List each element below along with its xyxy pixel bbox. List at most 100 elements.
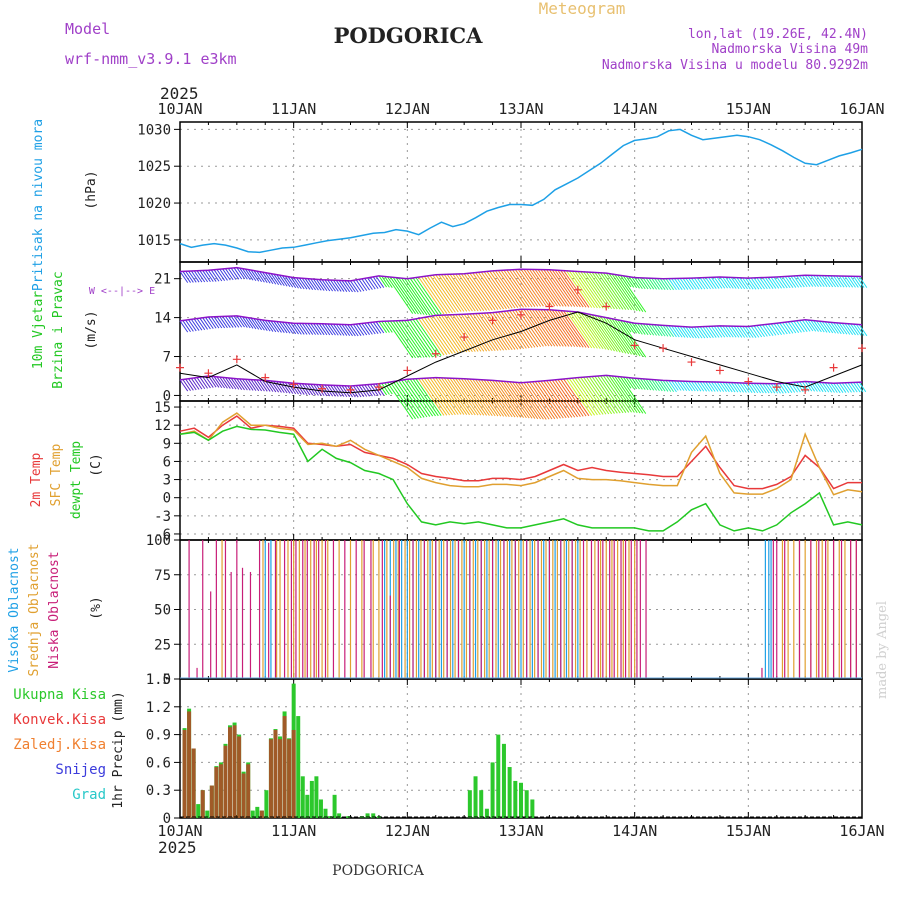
wind-barb (631, 322, 640, 335)
wind-gust-point (602, 302, 611, 311)
wind-barb (824, 321, 834, 334)
wind-barb (500, 270, 527, 308)
wind-barb (776, 322, 785, 335)
wind-barb (847, 323, 856, 336)
wind-barb (495, 270, 522, 308)
wind-barb (756, 383, 764, 394)
wind-barb (392, 320, 419, 359)
wind-barb (719, 381, 727, 392)
wind-barb (634, 377, 643, 390)
wind-barb (384, 320, 393, 333)
wind-barb (543, 269, 570, 307)
wind-barb (452, 273, 479, 312)
wind-barb (387, 276, 414, 314)
wind-barb (637, 323, 646, 335)
precip-bar (524, 790, 529, 818)
wind-barb (801, 275, 811, 287)
pressure-line (179, 128, 863, 254)
wind-barb (202, 270, 211, 283)
wind-barb (782, 276, 791, 289)
elevation-label: Nadmorska Visina 49m (711, 42, 868, 57)
pressure-ytick-label-1: 1020 (137, 196, 171, 212)
wind-barb (225, 268, 234, 281)
wind-barb (676, 278, 686, 290)
wind-barb (486, 312, 513, 351)
wind-barb (381, 383, 390, 395)
wind-gust-point (261, 373, 270, 382)
wind-barb (654, 324, 663, 337)
wind-barb (387, 382, 414, 420)
wind-barb (446, 274, 473, 312)
wind-barb (705, 277, 714, 290)
bottom-day-labels: 10JAN 11JAN 12JAN 13JAN 14JAN 15JAN 16JA… (157, 822, 884, 840)
wind-barb (475, 313, 502, 351)
wind-barb (696, 381, 705, 392)
wind-barb (702, 381, 710, 392)
wind-barb (452, 314, 479, 352)
wind-barb (250, 379, 260, 392)
wind-barb (790, 275, 800, 288)
wind-barb (279, 381, 288, 394)
wind-barb (350, 280, 359, 293)
wind-barb (497, 380, 524, 418)
precip-bar (507, 767, 512, 818)
wind-barb (406, 379, 434, 417)
precip-bar (287, 739, 292, 818)
wind-barb (762, 324, 771, 337)
precip-bar (473, 776, 478, 818)
wind-barb (759, 277, 768, 290)
wind-barb (361, 278, 370, 291)
wind-barb (691, 277, 700, 290)
wind-barb (725, 276, 734, 289)
wind-barb (406, 320, 434, 358)
precip-legend-freezing: Zaledj.Kisa (13, 737, 106, 753)
wind-barb (836, 322, 845, 335)
wind-barb (389, 276, 416, 315)
wind-barb (799, 275, 808, 288)
wind-barb (409, 378, 436, 417)
wind-barb (668, 278, 677, 291)
precip-bar (232, 725, 237, 818)
wind-barb (435, 377, 462, 415)
wind-barb (733, 325, 743, 338)
wind-barb (392, 381, 419, 419)
wind-barb (261, 379, 271, 392)
wind-barb (185, 319, 194, 332)
wind-barb (469, 378, 496, 417)
wind-barb (230, 315, 240, 328)
cloud-unit: (%) (89, 596, 104, 619)
wind-barb (458, 378, 485, 416)
wind-barb (833, 382, 841, 394)
wind-barb (296, 277, 305, 290)
wind-barb (472, 272, 499, 310)
temp-line-0 (179, 415, 862, 490)
wind-barb (787, 321, 797, 334)
wind-barb (523, 382, 550, 420)
wind-barb (512, 381, 539, 420)
wind-barb (770, 323, 780, 336)
precip-bar (237, 736, 242, 818)
wind-barb (327, 384, 336, 397)
wind-barb (813, 275, 822, 287)
wind-barb (708, 326, 717, 338)
wind-barb (529, 309, 556, 347)
wind-barb (622, 376, 632, 389)
wind-barb (287, 382, 297, 395)
pressure-ytick-label-2: 1025 (137, 159, 171, 175)
wind-barb (506, 269, 533, 308)
wind-barb (696, 277, 706, 290)
wind-barb (583, 271, 610, 309)
wind-barb (210, 269, 220, 282)
wind-barb (671, 380, 679, 391)
wind-barb (764, 277, 774, 289)
wind-barb (426, 275, 453, 314)
precip-bar (241, 773, 246, 818)
wind-barb (597, 272, 624, 310)
precip-bar (218, 764, 223, 818)
wind-barb (236, 378, 245, 391)
wind-barb (799, 320, 808, 332)
wind-barb (426, 377, 453, 416)
wind-barb (480, 379, 507, 417)
wind-barb (213, 376, 223, 389)
chart-layer: 1015102010251030071421-6-303691215025507… (137, 121, 868, 827)
